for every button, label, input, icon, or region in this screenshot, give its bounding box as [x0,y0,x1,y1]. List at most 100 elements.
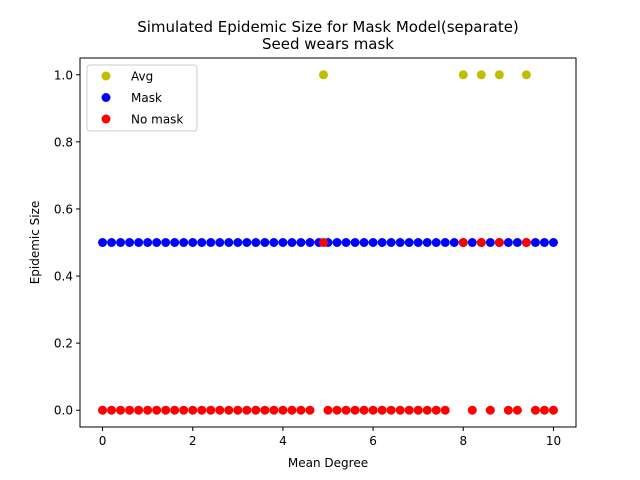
mask-point [368,238,378,247]
no-mask-point [269,405,279,415]
mask-point [242,238,252,247]
no-mask-point [422,405,432,415]
mask-point [395,238,405,247]
mask-point [449,238,459,247]
mask-point [377,238,387,247]
no-mask-point [404,405,414,415]
no-mask-point [305,405,315,415]
mask-point [179,238,189,247]
plot-marks [98,70,558,415]
no-mask-point [134,405,144,415]
no-mask-point [116,405,126,415]
no-mask-point [440,405,450,415]
no-mask-point [215,405,225,415]
no-mask-point [377,405,387,415]
legend-marker-avg [101,71,111,81]
mask-point [350,238,360,247]
mask-point [170,238,180,247]
no-mask-point [224,405,234,415]
x-tick-label: 10 [546,434,561,448]
avg-point [476,70,486,80]
legend-label-avg: Avg [131,70,153,84]
mask-point [539,238,549,247]
no-mask-point [323,405,333,415]
mask-point [296,238,306,247]
mask-point [161,238,171,247]
x-tick-label: 4 [279,434,287,448]
y-tick-label: 0.2 [54,337,73,351]
no-mask-point [152,405,162,415]
no-mask-point [512,405,522,415]
no-mask-point [368,405,378,415]
no-mask-point [413,405,423,415]
no-mask-point [476,238,486,247]
mask-point [251,238,261,247]
mask-point [467,238,477,247]
mask-point [134,238,144,247]
no-mask-point [98,405,108,415]
no-mask-point [431,405,441,415]
plot-area-frame [79,57,577,428]
no-mask-point [332,405,342,415]
mask-point [233,238,243,247]
no-mask-point [521,238,531,247]
y-tick-label: 0.4 [54,270,73,284]
no-mask-point [350,405,360,415]
mask-point [188,238,198,247]
no-mask-point [458,238,468,247]
x-tick-label: 2 [189,434,197,448]
no-mask-point [287,405,297,415]
x-axis-ticks: 0 2 4 6 8 10 [99,427,561,448]
mask-point [287,238,297,247]
mask-point [278,238,288,247]
mask-point [431,238,441,247]
y-tick-label: 0.6 [54,202,73,216]
chart-title: Simulated Epidemic Size for Mask Model(s… [137,18,519,36]
no-mask-point [395,405,405,415]
mask-point [107,238,117,247]
x-axis-label: Mean Degree [288,456,368,470]
mask-point [224,238,234,247]
no-mask-point [539,405,549,415]
x-tick-label: 6 [369,434,377,448]
y-tick-label: 0.0 [54,404,73,418]
no-mask-point [341,405,351,415]
avg-point [521,70,531,80]
y-axis-label: Epidemic Size [28,201,42,285]
mask-point [548,238,558,247]
mask-point [359,238,369,247]
mask-point [440,238,450,247]
mask-point [143,238,153,247]
legend-label-no-mask: No mask [131,113,183,127]
mask-point [386,238,396,247]
mask-point [116,238,126,247]
mask-point [260,238,270,247]
legend: Avg Mask No mask [86,64,198,132]
mask-point [197,238,207,247]
avg-point [318,70,328,80]
mask-point [512,238,522,247]
chart-subtitle: Seed wears mask [262,35,394,53]
no-mask-point [359,405,369,415]
mask-point [305,238,315,247]
no-mask-point [197,405,207,415]
legend-box [86,64,198,132]
no-mask-point [503,405,513,415]
no-mask-point [494,238,504,247]
legend-marker-no-mask [101,114,111,124]
no-mask-point [206,405,216,415]
no-mask-point [296,405,306,415]
y-axis-ticks: 0.0 0.2 0.4 0.6 0.8 1.0 [54,68,80,418]
no-mask-point [318,238,328,247]
no-mask-point [107,405,117,415]
mask-point [422,238,432,247]
mask-point [503,238,513,247]
no-mask-point [242,405,252,415]
x-tick-label: 8 [459,434,467,448]
mask-point [341,238,351,247]
avg-point [494,70,504,80]
mask-point [413,238,423,247]
no-mask-point [143,405,153,415]
no-mask-point [170,405,180,415]
